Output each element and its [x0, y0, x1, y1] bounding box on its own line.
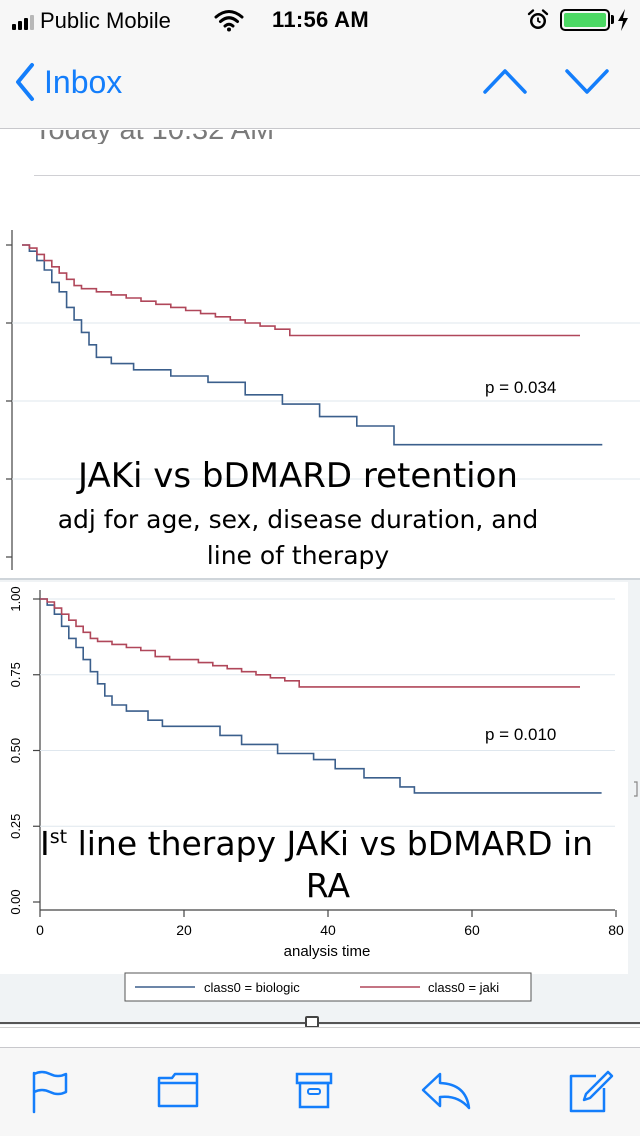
km-chart-image: p = 0.034 JAKi vs bDMARD retention adj f…	[0, 230, 640, 1002]
archive-icon[interactable]	[294, 1070, 334, 1110]
top-overlay-subtitle-1: adj for age, sex, disease duration, and	[58, 505, 539, 534]
top-p-value: p = 0.034	[485, 378, 556, 397]
legend-biologic-label: class0 = biologic	[204, 980, 300, 995]
wifi-icon	[214, 10, 244, 32]
edge-marker	[634, 781, 638, 797]
carrier: Public Mobile	[12, 8, 171, 34]
bottom-chart-panel	[0, 582, 628, 974]
image-scroll-shadow	[0, 1027, 640, 1028]
date-header-clip: Today at 10:32 AM	[0, 130, 640, 144]
bottom-x-tick-label: 0	[36, 922, 44, 938]
bottom-x-tick-label: 40	[320, 922, 336, 938]
charging-bolt-icon	[618, 9, 628, 31]
compose-icon[interactable]	[568, 1070, 614, 1114]
battery-icon	[560, 9, 610, 31]
bottom-title-prefix: I	[40, 824, 50, 863]
bottom-title-rest: line therapy JAKi vs bDMARD in	[67, 824, 593, 863]
header-divider	[34, 175, 640, 176]
folder-icon[interactable]	[156, 1070, 200, 1110]
flag-icon[interactable]	[30, 1070, 70, 1114]
bottom-overlay-title: Ist line therapy JAKi vs bDMARD in	[40, 824, 593, 863]
top-series-jaki	[22, 244, 580, 337]
nav-bar: Inbox	[0, 40, 640, 129]
bottom-toolbar	[0, 1047, 640, 1136]
reply-icon[interactable]	[420, 1070, 472, 1110]
bottom-overlay-title-line2: RA	[306, 866, 351, 905]
message-date: Today at 10:32 AM	[34, 130, 274, 144]
bottom-title-sup: st	[50, 826, 67, 848]
legend-jaki-label: class0 = jaki	[428, 980, 499, 995]
bottom-x-tick-label: 60	[464, 922, 480, 938]
bottom-y-tick-label: 1.00	[8, 586, 23, 611]
bottom-y-tick-label: 0.00	[8, 889, 23, 914]
bottom-x-tick-label: 20	[176, 922, 192, 938]
battery-tip	[611, 15, 614, 24]
bottom-x-axis-label: analysis time	[284, 943, 371, 960]
bottom-series-jaki	[40, 598, 580, 688]
back-to-inbox-button[interactable]: Inbox	[14, 62, 122, 102]
bottom-y-tick-label: 0.25	[8, 814, 23, 839]
chevron-left-icon	[16, 63, 34, 101]
status-time: 11:56 AM	[272, 7, 369, 32]
bottom-series-biologic	[40, 598, 602, 794]
back-label: Inbox	[44, 63, 123, 100]
bottom-y-tick-label: 0.75	[8, 662, 23, 687]
bottom-y-tick-label: 0.50	[8, 738, 23, 763]
image-scroll-rail	[0, 1022, 640, 1024]
signal-bars-icon	[12, 12, 34, 30]
image-attachment[interactable]: p = 0.034 JAKi vs bDMARD retention adj f…	[0, 230, 640, 1025]
status-bar: Public Mobile 11:56 AM	[0, 0, 640, 40]
alarm-icon	[527, 9, 549, 29]
carrier-name: Public Mobile	[40, 8, 171, 33]
next-message-down-icon[interactable]	[564, 66, 610, 96]
previous-message-up-icon[interactable]	[482, 66, 528, 96]
bottom-x-tick-label: 80	[608, 922, 624, 938]
top-overlay-subtitle-2: line of therapy	[207, 541, 390, 570]
top-series-biologic	[22, 244, 603, 446]
top-overlay-title: JAKi vs bDMARD retention	[76, 456, 518, 496]
bottom-p-value: p = 0.010	[485, 725, 556, 744]
